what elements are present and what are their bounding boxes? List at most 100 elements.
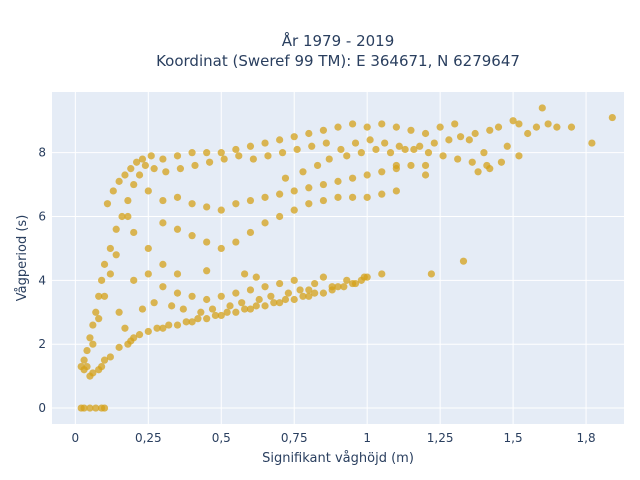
scatter-point bbox=[162, 168, 170, 176]
scatter-point bbox=[421, 171, 430, 179]
scatter-point bbox=[494, 123, 503, 131]
x-axis-label: Signifikant våghöjd (m) bbox=[262, 451, 414, 466]
scatter-point bbox=[121, 171, 129, 179]
scatter-point bbox=[235, 152, 243, 160]
scatter-point bbox=[281, 174, 290, 182]
scatter-point bbox=[348, 174, 357, 182]
scatter-point bbox=[363, 193, 371, 201]
scatter-point bbox=[176, 165, 185, 173]
scatter-point bbox=[337, 145, 345, 154]
scatter-point bbox=[293, 145, 301, 154]
scatter-point bbox=[103, 200, 112, 208]
scatter-point bbox=[515, 120, 523, 128]
scatter-point bbox=[223, 308, 231, 316]
scatter-point bbox=[98, 362, 106, 371]
scatter-point bbox=[421, 161, 430, 170]
scatter-point bbox=[261, 302, 269, 310]
scatter-point bbox=[130, 276, 138, 284]
scatter-point bbox=[159, 260, 167, 268]
scatter-point bbox=[313, 161, 322, 170]
scatter-point bbox=[270, 299, 278, 307]
grid-lines bbox=[52, 92, 624, 424]
scatter-point bbox=[80, 404, 88, 412]
scatter-point bbox=[121, 324, 129, 332]
x-tick-label: 1,8 bbox=[577, 431, 596, 445]
scatter-point bbox=[281, 295, 290, 304]
scatter-point bbox=[486, 126, 494, 134]
scatter-point bbox=[261, 219, 269, 227]
scatter-point bbox=[544, 120, 552, 128]
scatter-point bbox=[109, 187, 117, 195]
scatter-point bbox=[173, 152, 182, 160]
scatter-point bbox=[208, 305, 217, 313]
scatter-point bbox=[276, 279, 284, 288]
scatter-point bbox=[608, 113, 616, 122]
scatter-point bbox=[246, 228, 255, 237]
x-tick-label: 0,5 bbox=[212, 431, 231, 445]
scatter-point bbox=[325, 155, 333, 163]
scatter-point bbox=[588, 139, 596, 147]
scatter-point bbox=[80, 366, 88, 374]
scatter-point bbox=[284, 289, 292, 297]
scatter-point bbox=[334, 193, 342, 201]
scatter-point bbox=[159, 155, 167, 163]
scatter-point bbox=[130, 228, 138, 237]
scatter-point bbox=[261, 283, 269, 291]
scatter-point bbox=[112, 225, 120, 233]
scatter-point bbox=[130, 180, 138, 189]
scatter-point bbox=[311, 279, 319, 288]
scatter-point bbox=[351, 139, 360, 147]
chart-subtitle: Koordinat (Sweref 99 TM): E 364671, N 62… bbox=[156, 52, 520, 70]
scatter-point bbox=[276, 299, 284, 307]
scatter-point bbox=[246, 142, 255, 150]
scatter-point bbox=[135, 171, 144, 179]
scatter-point bbox=[173, 225, 182, 233]
scatter-point bbox=[246, 286, 255, 294]
scatter-point bbox=[378, 168, 386, 176]
scatter-point bbox=[261, 193, 269, 201]
scatter-point bbox=[538, 104, 546, 112]
scatter-point bbox=[319, 273, 328, 281]
scatter-point bbox=[305, 184, 313, 192]
scatter-point bbox=[138, 305, 147, 313]
scatter-point bbox=[357, 149, 365, 157]
scatter-point bbox=[392, 187, 400, 195]
scatter-point bbox=[86, 334, 94, 342]
x-tick-label: 0 bbox=[72, 431, 80, 445]
scatter-point bbox=[305, 200, 313, 208]
scatter-point bbox=[278, 149, 287, 157]
tick-labels: 0 0,25 0,5 0,75 1 1,25 1,5 1,8 0 2 4 6 8 bbox=[38, 146, 595, 445]
scatter-point bbox=[80, 356, 88, 364]
scatter-point bbox=[188, 149, 196, 157]
scatter-point bbox=[407, 161, 415, 170]
scatter-point bbox=[524, 129, 532, 138]
scatter-point bbox=[173, 193, 182, 201]
scatter-point bbox=[372, 145, 380, 154]
plot-area bbox=[52, 92, 624, 424]
scatter-point bbox=[378, 120, 386, 128]
scatter-point bbox=[299, 292, 307, 300]
scatter-point bbox=[106, 244, 114, 253]
scatter-point bbox=[334, 283, 342, 291]
scatter-point bbox=[217, 244, 225, 253]
scatter-point bbox=[203, 315, 211, 323]
scatter-point bbox=[197, 308, 205, 316]
scatter-point bbox=[255, 295, 263, 304]
scatter-point bbox=[378, 190, 386, 198]
scatter-point bbox=[290, 206, 298, 214]
scatter-point bbox=[436, 123, 444, 131]
scatter-point bbox=[348, 120, 357, 128]
scatter-point bbox=[95, 292, 103, 300]
scatter-point bbox=[241, 270, 249, 278]
y-tick-label: 4 bbox=[38, 273, 46, 287]
scatter-point bbox=[474, 168, 482, 176]
scatter-point bbox=[246, 196, 255, 205]
scatter-point bbox=[343, 152, 351, 160]
scatter-point bbox=[203, 295, 211, 304]
scatter-point bbox=[311, 289, 319, 297]
scatter-point bbox=[416, 142, 424, 150]
scatter-point bbox=[386, 149, 395, 157]
scatter-point bbox=[89, 321, 97, 329]
scatter-point bbox=[106, 270, 114, 278]
